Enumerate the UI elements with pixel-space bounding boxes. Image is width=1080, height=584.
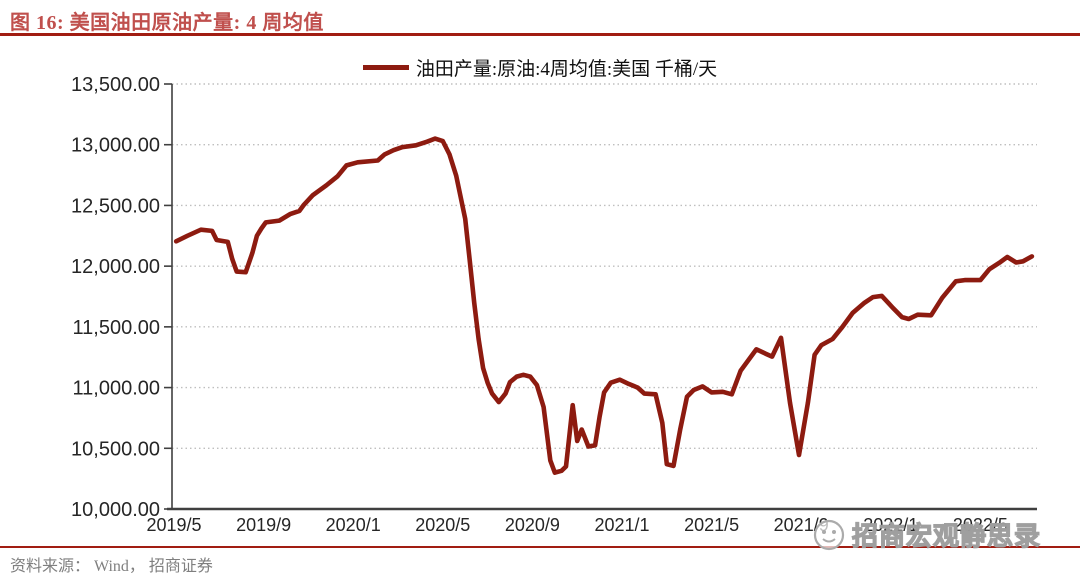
watermark-logo-icon [813,519,845,550]
bottom-rule [0,546,1080,548]
y-tick-label: 12,500.00 [71,195,160,217]
legend: 油田产量:原油:4周均值:美国 千桶/天 [0,54,1080,81]
y-tick-label: 10,500.00 [71,438,160,460]
figure-title: 图 16: 美国油田原油产量: 4 周均值 [10,12,324,34]
title-underline [0,33,1080,36]
y-tick-label: 11,500.00 [73,317,161,339]
y-tick-label: 11,000.00 [73,378,161,400]
watermark-text: 招商宏观静思录 [851,521,1042,551]
x-tick-label: 2021/1 [594,515,649,535]
legend-label: 油田产量:原油:4周均值:美国 千桶/天 [415,59,718,80]
x-tick-label: 2019/5 [146,515,201,535]
x-tick-label: 2020/9 [505,515,560,535]
x-tick-label: 2021/5 [684,515,739,535]
x-tick-label: 2020/1 [326,515,381,535]
x-tick-label: 2019/9 [236,515,291,535]
y-tick-label: 13,500.00 [71,74,160,96]
x-tick-label: 2022/1 [863,515,918,535]
source-note: 资料来源： Wind， 招商证券 [10,558,213,575]
x-tick-label: 2020/5 [415,515,470,535]
watermark: 招商宏观静思录 [812,516,1041,553]
x-tick-label: 2022/5 [953,515,1008,535]
production-line-series [173,136,1035,475]
y-tick-label: 12,000.00 [71,256,160,278]
legend-line-swatch [362,65,409,70]
y-tick-label: 10,000.00 [71,499,160,521]
y-tick-label: 13,000.00 [71,135,160,157]
